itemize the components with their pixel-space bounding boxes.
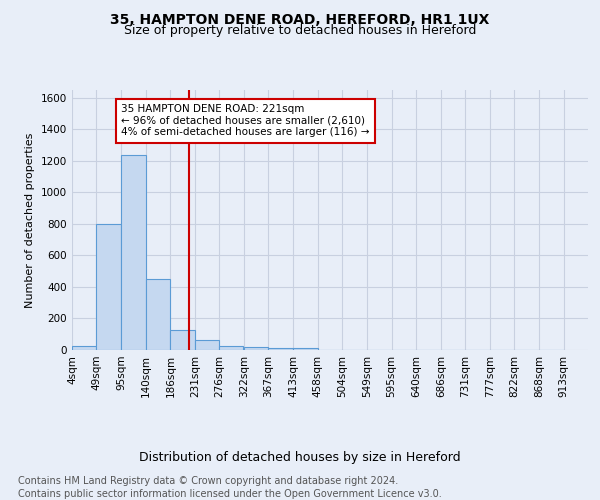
Text: 35 HAMPTON DENE ROAD: 221sqm
← 96% of detached houses are smaller (2,610)
4% of : 35 HAMPTON DENE ROAD: 221sqm ← 96% of de… xyxy=(121,104,370,138)
Bar xyxy=(121,154,146,350)
Bar xyxy=(72,346,97,350)
Bar xyxy=(170,330,195,350)
Bar xyxy=(97,224,121,350)
Text: Contains HM Land Registry data © Crown copyright and database right 2024.: Contains HM Land Registry data © Crown c… xyxy=(18,476,398,486)
Bar xyxy=(293,348,317,350)
Text: 35, HAMPTON DENE ROAD, HEREFORD, HR1 1UX: 35, HAMPTON DENE ROAD, HEREFORD, HR1 1UX xyxy=(110,12,490,26)
Text: Size of property relative to detached houses in Hereford: Size of property relative to detached ho… xyxy=(124,24,476,37)
Bar xyxy=(146,279,170,350)
Bar xyxy=(219,346,244,350)
Y-axis label: Number of detached properties: Number of detached properties xyxy=(25,132,35,308)
Bar xyxy=(195,340,219,350)
Text: Distribution of detached houses by size in Hereford: Distribution of detached houses by size … xyxy=(139,451,461,464)
Bar xyxy=(268,348,293,350)
Text: Contains public sector information licensed under the Open Government Licence v3: Contains public sector information licen… xyxy=(18,489,442,499)
Bar xyxy=(244,347,268,350)
